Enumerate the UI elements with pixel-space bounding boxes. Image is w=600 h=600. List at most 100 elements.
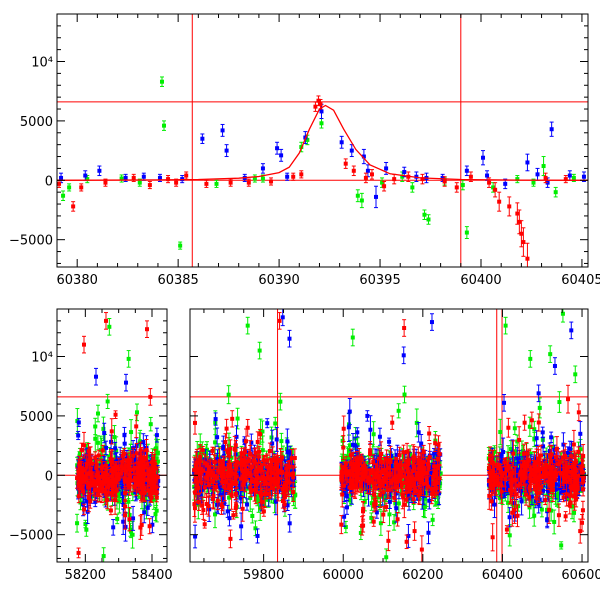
- marker: [184, 174, 188, 178]
- data-point: [507, 197, 511, 216]
- data-point: [131, 506, 135, 530]
- marker: [124, 381, 128, 385]
- x-tick-label: 60395: [359, 273, 400, 288]
- marker: [120, 460, 124, 464]
- x-tick-label: 60405: [561, 273, 600, 288]
- marker: [319, 121, 323, 125]
- data-point: [111, 520, 115, 536]
- marker: [229, 181, 233, 185]
- data-point: [493, 183, 497, 197]
- marker: [279, 439, 283, 443]
- data-point: [124, 374, 128, 391]
- data-point: [291, 173, 295, 180]
- data-point: [114, 411, 118, 419]
- data-point: [364, 173, 368, 183]
- marker: [154, 512, 158, 516]
- data-point: [166, 176, 170, 183]
- marker: [109, 508, 113, 512]
- marker: [102, 431, 106, 435]
- lightcurve-full-panel: 58200 58400 59800 60000 60200 60400 60600−5000…: [9, 305, 600, 583]
- marker: [285, 175, 289, 179]
- data-point: [76, 431, 80, 439]
- data-point: [225, 145, 229, 157]
- marker: [114, 413, 118, 417]
- marker: [384, 166, 388, 170]
- data-point: [79, 184, 83, 191]
- marker: [107, 325, 111, 329]
- marker: [123, 480, 127, 484]
- marker: [141, 487, 145, 491]
- marker: [145, 327, 149, 331]
- marker: [370, 172, 374, 176]
- data-point: [162, 121, 166, 131]
- data-point: [134, 415, 138, 437]
- marker: [82, 443, 86, 447]
- marker: [136, 471, 140, 475]
- data-point: [564, 176, 568, 183]
- data-point: [568, 171, 572, 181]
- data-point: [75, 514, 79, 532]
- data-point: [554, 187, 558, 197]
- lightcurve-zoom-data: [57, 14, 588, 274]
- marker: [79, 448, 83, 452]
- data-point: [221, 124, 225, 136]
- marker: [275, 146, 279, 150]
- marker: [135, 451, 139, 455]
- marker: [102, 554, 106, 558]
- marker: [127, 517, 131, 521]
- data-point: [455, 183, 459, 193]
- data-point: [148, 519, 152, 534]
- marker: [572, 176, 576, 180]
- y-tick-label: 0: [45, 174, 53, 189]
- model-curve: [57, 106, 588, 181]
- marker: [364, 176, 368, 180]
- marker: [93, 456, 97, 460]
- marker: [279, 153, 283, 157]
- data-point: [215, 180, 219, 187]
- data-point: [184, 172, 188, 179]
- marker: [140, 523, 144, 527]
- marker: [402, 170, 406, 174]
- data-point: [313, 102, 317, 112]
- data-point: [142, 173, 146, 180]
- marker: [525, 257, 529, 261]
- marker: [485, 174, 489, 178]
- data-point: [319, 119, 323, 129]
- marker: [519, 232, 523, 236]
- marker: [146, 506, 150, 510]
- marker: [261, 166, 265, 170]
- marker: [374, 195, 378, 199]
- marker: [253, 526, 257, 530]
- marker: [149, 472, 153, 476]
- marker: [465, 169, 469, 173]
- marker: [582, 175, 586, 179]
- data-point: [160, 77, 164, 87]
- marker: [77, 551, 81, 555]
- marker: [59, 176, 63, 180]
- marker: [83, 174, 87, 178]
- lightcurve-full-data-segment-2: [190, 305, 588, 565]
- marker: [95, 488, 99, 492]
- marker: [356, 194, 360, 198]
- data-point: [536, 168, 540, 180]
- marker: [131, 454, 135, 458]
- marker: [153, 478, 157, 482]
- data-point: [122, 427, 126, 443]
- data-point: [253, 175, 257, 182]
- marker: [124, 525, 128, 529]
- data-point: [465, 227, 469, 239]
- marker: [106, 399, 110, 403]
- data-point: [148, 389, 152, 406]
- marker: [100, 464, 104, 468]
- marker: [138, 181, 142, 185]
- data-point: [145, 321, 149, 338]
- y-tick-label: −5000: [9, 234, 53, 249]
- marker: [215, 182, 219, 186]
- data-point: [127, 351, 131, 368]
- data-point: [465, 166, 469, 176]
- data-point: [481, 151, 485, 165]
- marker: [148, 524, 152, 528]
- marker: [536, 172, 540, 176]
- marker: [568, 174, 572, 178]
- marker: [81, 468, 85, 472]
